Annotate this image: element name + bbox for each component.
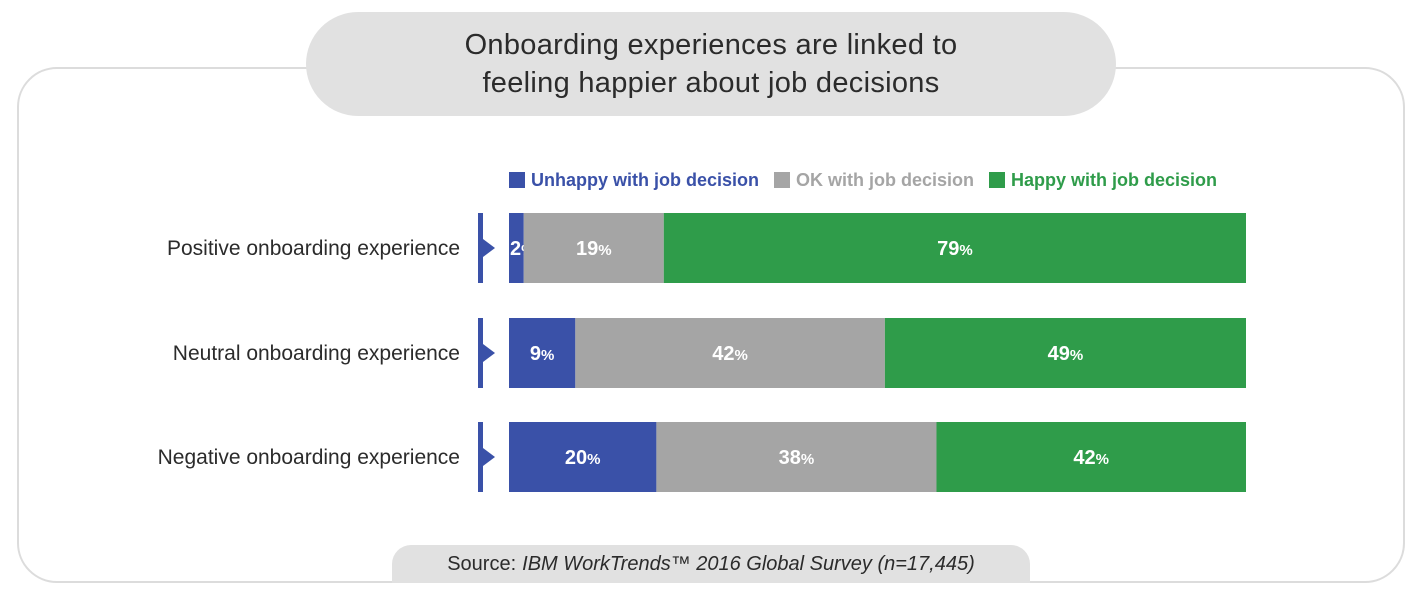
bar-segment — [509, 213, 524, 283]
bar-data-label: 49% — [1048, 343, 1084, 365]
source-label: Source: — [447, 552, 517, 575]
row-marker-line — [478, 318, 483, 388]
row-marker-arrow — [483, 344, 495, 362]
legend-label-ok: OK with job decision — [796, 169, 975, 190]
legend-item-unhappy: Unhappy with job decision — [509, 170, 759, 191]
bar-data-label: 42% — [712, 343, 748, 365]
chart-title-line-1: Onboarding experiences are linked to — [464, 29, 958, 61]
bar-segment — [509, 422, 657, 492]
bar-data-label: 19% — [576, 238, 612, 260]
chart-title-line-2: feeling happier about job decisions — [482, 67, 940, 99]
bar-segment — [523, 213, 664, 283]
bar-data-label: 9% — [530, 343, 554, 365]
chart-title: Onboarding experiences are linked to fee… — [306, 12, 1116, 116]
bar-segment — [656, 422, 937, 492]
legend-swatch-ok — [774, 172, 791, 188]
legend-label-unhappy: Unhappy with job decision — [531, 169, 760, 190]
bar-data-label: 38% — [779, 447, 815, 469]
row-marker-line — [478, 422, 483, 492]
legend-label-happy: Happy with job decision — [1011, 169, 1218, 190]
bar-segment — [663, 213, 1246, 283]
bar-data-label: 42% — [1073, 447, 1109, 469]
bar-segment — [575, 318, 885, 388]
legend-item-happy: Happy with job decision — [989, 170, 1217, 191]
row-marker-arrow — [483, 448, 495, 466]
bar-segment — [936, 422, 1246, 492]
category-label: Positive onboarding experience — [167, 237, 460, 260]
bar-segment — [884, 318, 1246, 388]
bar-data-label: 20% — [565, 447, 601, 469]
legend-item-ok: OK with job decision — [774, 170, 974, 191]
category-label: Neutral onboarding experience — [173, 342, 460, 365]
bar-segment — [509, 318, 576, 388]
row-marker-arrow — [483, 239, 495, 257]
bar-data-label: 79% — [937, 238, 973, 260]
legend-swatch-happy — [989, 172, 1006, 188]
category-label: Negative onboarding experience — [158, 446, 460, 469]
source-note: Source: IBM WorkTrends™ 2016 Global Surv… — [392, 545, 1030, 583]
source-text: IBM WorkTrends™ 2016 Global Survey (n=17… — [522, 552, 975, 575]
row-marker-line — [478, 213, 483, 283]
chart-legend: Unhappy with job decision OK with job de… — [509, 168, 1232, 192]
legend-swatch-unhappy — [509, 172, 525, 188]
